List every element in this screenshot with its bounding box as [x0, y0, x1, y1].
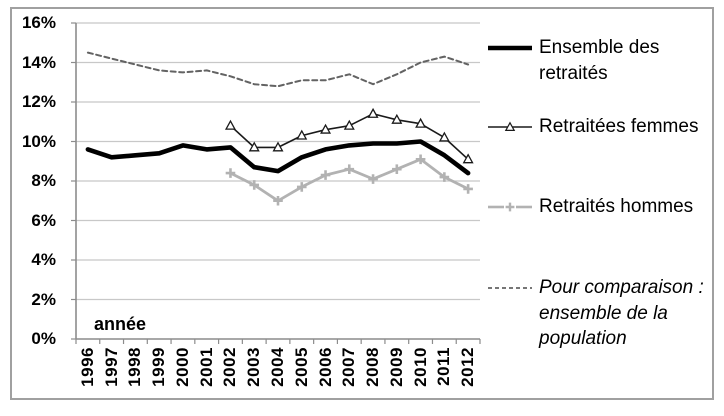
legend-swatch-dashed-line: [488, 287, 532, 289]
marker-triangle: [343, 119, 355, 130]
y-tick-label: 4%: [31, 250, 56, 269]
legend-item-population: Pour comparaison : ensemble de la popula…: [488, 275, 724, 352]
marker-plus: [463, 184, 473, 194]
x-axis-title: année: [94, 314, 147, 334]
marker-triangle: [391, 113, 403, 124]
x-tick-label: 2010: [410, 347, 430, 387]
legend-item-femmes: Retraitées femmes: [488, 114, 724, 140]
x-tick-label: 2009: [386, 347, 406, 387]
y-tick-label: 8%: [31, 171, 56, 190]
y-tick-label: 16%: [21, 13, 56, 32]
legend-label-hommes: Retraités hommes: [539, 196, 694, 217]
y-tick-label: 2%: [31, 289, 56, 309]
legend-label-ensemble: Ensemble des retraités: [539, 37, 660, 84]
marker-triangle: [248, 141, 260, 152]
x-tick-label: 2008: [363, 347, 383, 387]
marker-plus: [344, 164, 355, 174]
x-tick-label: 2004: [268, 347, 287, 387]
y-tick-label: 12%: [21, 92, 56, 111]
y-tick-label: 14%: [21, 52, 56, 72]
marker-plus: [368, 174, 378, 184]
marker-plus: [415, 154, 426, 165]
marker-triangle: [272, 141, 284, 152]
marker-plus: [225, 168, 236, 178]
legend-item-hommes: Retraités hommes: [488, 194, 724, 220]
legend-swatch-thick-line: [488, 45, 532, 51]
x-tick-label: 1996: [77, 347, 97, 387]
legend-swatch-triangle-line: [488, 121, 532, 131]
marker-plus: [439, 172, 450, 182]
x-tick-label: 1998: [125, 347, 145, 387]
marker-plus: [249, 180, 260, 190]
legend-swatch-plus-line: [488, 202, 532, 212]
marker-triangle: [415, 117, 427, 128]
marker-plus: [273, 195, 283, 206]
marker-triangle: [367, 107, 379, 118]
marker-plus: [320, 170, 331, 180]
marker-plus: [392, 164, 402, 174]
x-tick-label: 2011: [434, 347, 454, 386]
marker-plus: [296, 182, 307, 192]
chart-frame: [10, 7, 714, 400]
y-tick-label: 6%: [31, 210, 56, 230]
x-tick-label: 2012: [458, 347, 478, 387]
x-tick-label: 2002: [220, 347, 240, 387]
legend-label-population: Pour comparaison : ensemble de la popula…: [539, 277, 704, 349]
x-tick-label: 2000: [172, 347, 192, 387]
x-tick-label: 2003: [244, 347, 264, 387]
x-tick-label: 1997: [101, 347, 121, 387]
marker-triangle: [462, 153, 474, 164]
x-tick-label: 2007: [339, 347, 359, 387]
legend-item-ensemble: Ensemble des retraités: [488, 35, 724, 86]
marker-triangle: [438, 131, 450, 142]
marker-triangle: [224, 119, 236, 130]
x-tick-label: 2006: [315, 347, 335, 387]
x-tick-label: 2005: [291, 347, 311, 387]
y-tick-label: 10%: [21, 131, 56, 151]
marker-triangle: [320, 123, 332, 134]
series-line-3: [86, 51, 470, 88]
marker-triangle: [296, 129, 308, 140]
legend-label-femmes: Retraitées femmes: [539, 116, 699, 137]
y-tick-label: 0%: [31, 329, 56, 348]
series-line-0: [85, 139, 471, 176]
x-tick-label: 2001: [196, 347, 216, 387]
x-tick-label: 1999: [149, 347, 169, 387]
